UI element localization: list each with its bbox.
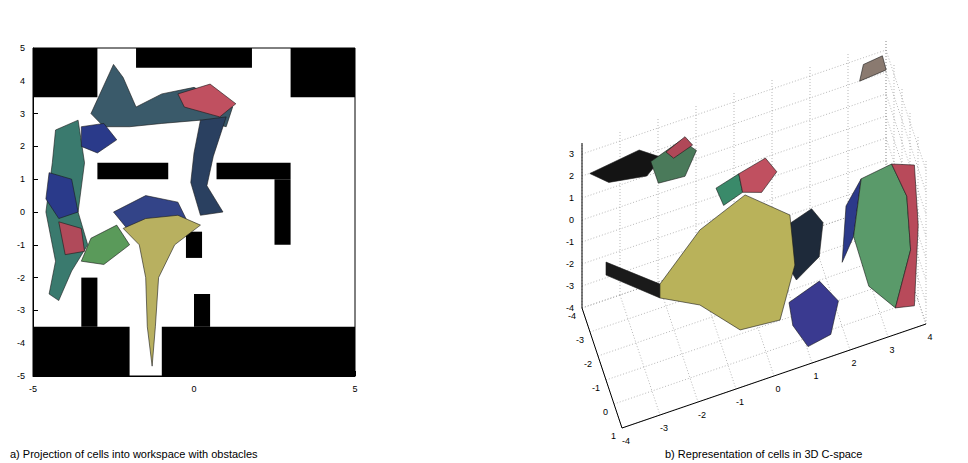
svg-text:b) Representation of cells in: b) Representation of cells in 3D C-space bbox=[665, 448, 862, 460]
svg-text:-4: -4 bbox=[17, 338, 25, 348]
svg-text:4: 4 bbox=[20, 76, 25, 86]
svg-text:-4: -4 bbox=[622, 436, 630, 446]
svg-text:-3: -3 bbox=[17, 305, 25, 315]
svg-text:-1: -1 bbox=[17, 240, 25, 250]
svg-text:0: 0 bbox=[569, 215, 574, 225]
svg-text:3: 3 bbox=[20, 109, 25, 119]
svg-text:1: 1 bbox=[20, 174, 25, 184]
svg-text:5: 5 bbox=[20, 43, 25, 53]
svg-text:-2: -2 bbox=[566, 259, 574, 269]
svg-text:0: 0 bbox=[191, 384, 196, 394]
svg-text:-2: -2 bbox=[584, 359, 592, 369]
svg-text:-4: -4 bbox=[568, 311, 576, 321]
svg-text:0: 0 bbox=[775, 384, 780, 394]
svg-text:-1: -1 bbox=[566, 237, 574, 247]
svg-text:3: 3 bbox=[889, 345, 894, 355]
svg-text:-3: -3 bbox=[660, 423, 668, 433]
svg-text:1: 1 bbox=[813, 371, 818, 381]
svg-text:2: 2 bbox=[20, 141, 25, 151]
svg-text:0: 0 bbox=[603, 407, 608, 417]
svg-text:a) Projection of cells into wo: a) Projection of cells into workspace wi… bbox=[10, 448, 258, 460]
svg-text:-5: -5 bbox=[29, 384, 37, 394]
svg-text:0: 0 bbox=[20, 207, 25, 217]
svg-text:-3: -3 bbox=[566, 281, 574, 291]
svg-text:1: 1 bbox=[569, 193, 574, 203]
svg-text:1: 1 bbox=[611, 431, 616, 441]
svg-text:-2: -2 bbox=[17, 273, 25, 283]
svg-text:2: 2 bbox=[851, 358, 856, 368]
svg-text:-1: -1 bbox=[736, 397, 744, 407]
svg-text:4: 4 bbox=[927, 332, 932, 342]
svg-text:-4: -4 bbox=[566, 303, 574, 313]
svg-text:5: 5 bbox=[352, 384, 357, 394]
svg-text:-3: -3 bbox=[576, 335, 584, 345]
svg-text:-5: -5 bbox=[17, 371, 25, 381]
svg-text:-1: -1 bbox=[592, 383, 600, 393]
svg-text:3: 3 bbox=[569, 149, 574, 159]
svg-text:-2: -2 bbox=[698, 410, 706, 420]
svg-text:2: 2 bbox=[569, 171, 574, 181]
